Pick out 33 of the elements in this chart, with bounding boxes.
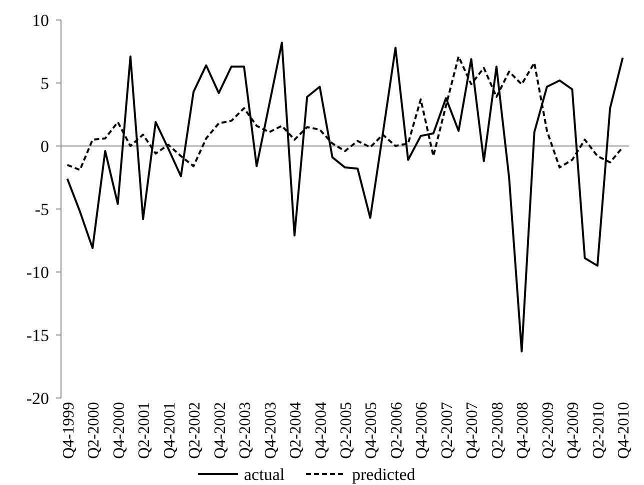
y-tick-label: -15	[26, 326, 49, 345]
x-tick-label: Q4-1999	[60, 402, 78, 459]
x-tick-label: Q2-2002	[186, 402, 204, 459]
legend-label: predicted	[352, 464, 416, 484]
x-tick-label: Q2-2009	[540, 402, 557, 459]
y-tick-label: 0	[40, 136, 49, 156]
x-tick-label: Q2-2004	[288, 402, 305, 459]
x-tick-label: Q4-2002	[212, 402, 229, 459]
x-tick-label: Q4-2008	[514, 402, 532, 459]
line-series	[66, 42, 624, 352]
x-tick-label: Q4-2005	[363, 402, 380, 459]
x-tick-label: Q4-2001	[161, 402, 178, 459]
x-tick-label: Q2-2008	[489, 402, 506, 459]
y-tick-label: 5	[40, 74, 49, 93]
x-tick-label: Q4-2006	[414, 402, 431, 459]
y-tick-label: -5	[34, 200, 49, 219]
legend-label: actual	[244, 464, 285, 484]
x-tick-label: Q4-2000	[110, 402, 128, 459]
x-tick-label: Q2-2010	[590, 402, 608, 459]
x-tick-label: Q2-2000	[86, 402, 103, 459]
x-tick-label: Q2-2001	[136, 402, 154, 459]
x-tick-label: Q4-2007	[464, 402, 482, 459]
x-tick-label: Q4-2004	[312, 402, 330, 459]
x-tick-label: Q4-2003	[262, 402, 280, 459]
y-tick-label: 10	[32, 10, 49, 30]
x-tick-label: Q4-2009	[565, 402, 582, 459]
y-tick-label: -20	[26, 388, 49, 408]
x-tick-label: Q2-2006	[388, 402, 406, 459]
x-tick-label: Q2-2005	[338, 402, 355, 459]
x-tick-label: Q2-2003	[237, 402, 254, 459]
y-tick-label: -10	[26, 262, 49, 282]
x-tick-label: Q2-2007	[438, 402, 456, 459]
x-tick-label: Q4-2010	[616, 402, 633, 459]
